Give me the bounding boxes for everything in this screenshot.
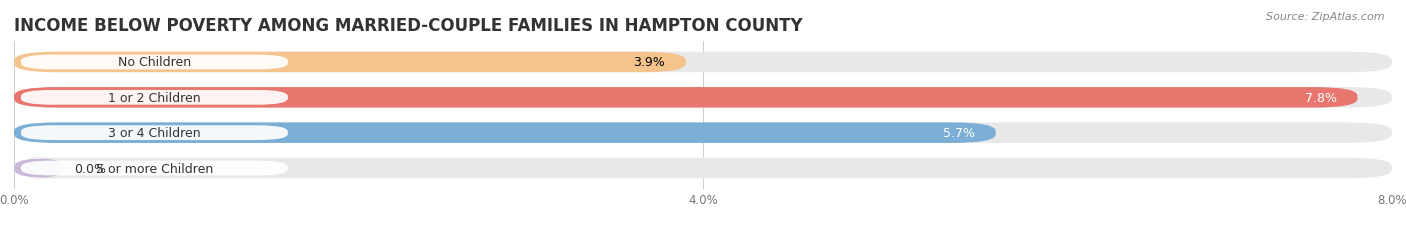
Text: INCOME BELOW POVERTY AMONG MARRIED-COUPLE FAMILIES IN HAMPTON COUNTY: INCOME BELOW POVERTY AMONG MARRIED-COUPL… [14,17,803,34]
Text: 5 or more Children: 5 or more Children [96,162,214,175]
FancyBboxPatch shape [21,126,288,140]
FancyBboxPatch shape [14,52,686,73]
FancyBboxPatch shape [21,161,288,176]
FancyBboxPatch shape [14,158,66,179]
FancyBboxPatch shape [21,91,288,105]
Text: 0.0%: 0.0% [75,162,107,175]
Text: 7.8%: 7.8% [1305,91,1337,104]
FancyBboxPatch shape [14,123,995,143]
FancyBboxPatch shape [14,52,1392,73]
FancyBboxPatch shape [21,55,288,70]
Text: No Children: No Children [118,56,191,69]
FancyBboxPatch shape [14,158,1392,179]
FancyBboxPatch shape [14,123,1392,143]
FancyBboxPatch shape [14,88,1358,108]
Text: 3.9%: 3.9% [633,56,665,69]
Text: Source: ZipAtlas.com: Source: ZipAtlas.com [1267,12,1385,21]
Text: 5.7%: 5.7% [943,127,976,140]
Text: 3 or 4 Children: 3 or 4 Children [108,127,201,140]
Text: 1 or 2 Children: 1 or 2 Children [108,91,201,104]
FancyBboxPatch shape [14,88,1392,108]
